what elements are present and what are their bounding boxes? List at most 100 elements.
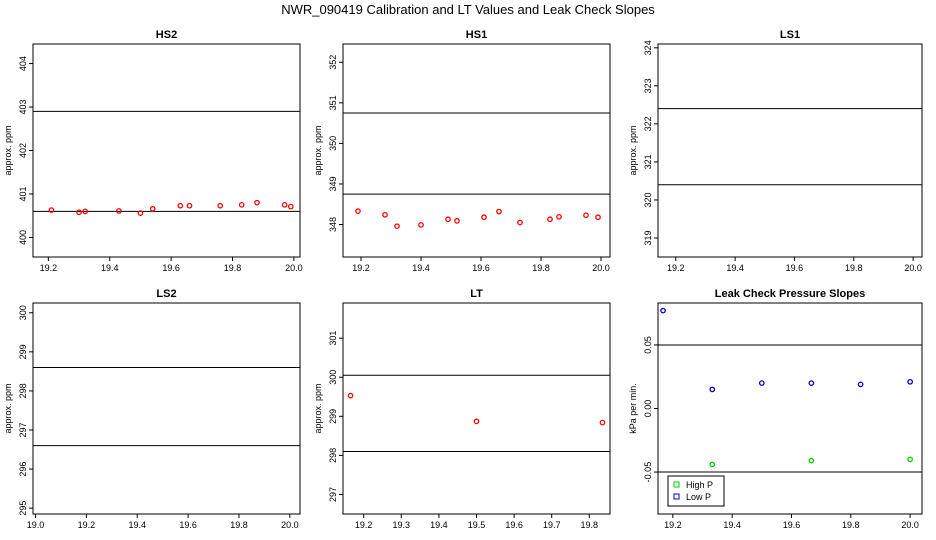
chart-panels: HS2 19.2 19.4 19.6 19.8 20.0 400 401 402 403 404 ap… (3, 29, 923, 530)
y-tick-label: 349 (328, 176, 338, 191)
x-tick-label: 19.6 (179, 520, 197, 530)
y-tick-label: 298 (328, 448, 338, 463)
y-tick-label: 323 (643, 78, 653, 93)
legend-marker (673, 481, 680, 488)
y-tick-label: -0.05 (643, 462, 653, 483)
y-tick-label: 348 (328, 217, 338, 232)
y-tick-label: 400 (18, 230, 28, 245)
y-tick-label: 299 (18, 344, 28, 359)
legend-marker (673, 493, 680, 500)
x-tick-label: 19.6 (783, 520, 801, 530)
x-tick-label: 19.8 (842, 520, 860, 530)
legend-box (667, 475, 725, 507)
data-point (709, 461, 716, 468)
x-tick-label: 19.3 (393, 520, 411, 530)
data-point (382, 211, 388, 218)
legend-label: Low P (686, 492, 711, 502)
panel-3: LS1 19.2 19.4 19.6 19.8 20.0 319 320 321 322 323 32… (628, 29, 923, 273)
y-tick-label: 295 (18, 501, 28, 516)
data-point (547, 216, 553, 223)
y-tick-label: 300 (18, 305, 28, 320)
x-tick-label: 19.8 (845, 263, 863, 273)
x-tick-label: 20.0 (281, 520, 299, 530)
data-point (473, 418, 480, 425)
data-point (186, 202, 193, 209)
y-tick-label: 351 (328, 95, 338, 110)
y-axis-label: approx. ppm (3, 125, 13, 175)
panel-6: Leak Check Pressure Slopes 19.2 19.4 19.6 19… (628, 288, 923, 530)
x-tick-label: 20.0 (285, 263, 303, 273)
panel-4: LS2 19.0 19.2 19.4 19.6 19.8 20.0 295 296 297 298 2… (3, 288, 301, 530)
plot-frame (342, 43, 611, 258)
data-point (137, 210, 144, 216)
y-axis-label: approx. ppm (313, 125, 323, 175)
x-tick-label: 19.2 (667, 263, 685, 273)
y-tick-label: 297 (18, 422, 28, 437)
y-tick-label: 404 (18, 56, 28, 71)
x-tick-label: 20.0 (901, 520, 919, 530)
x-tick-label: 19.8 (581, 520, 599, 530)
data-point (808, 380, 815, 386)
y-tick-label: 319 (643, 230, 653, 245)
data-point (418, 222, 424, 228)
data-point (177, 202, 184, 209)
y-tick-label: 298 (18, 383, 28, 398)
x-tick-label: 19.4 (723, 520, 741, 530)
x-tick-label: 19.6 (505, 520, 523, 530)
panel-1: HS2 19.2 19.4 19.6 19.8 20.0 400 401 402 403 404 ap… (3, 29, 303, 273)
panel-title: HS2 (156, 29, 177, 41)
panel-title: HS1 (466, 29, 487, 41)
data-point (808, 457, 815, 464)
x-tick-label: 19.8 (230, 520, 248, 530)
x-tick-label: 19.6 (162, 263, 180, 273)
panel-title: LT (470, 288, 483, 300)
y-tick-label: 321 (643, 154, 653, 169)
x-tick-label: 19.4 (128, 520, 146, 530)
y-tick-label: 402 (18, 143, 28, 158)
y-tick-label: 352 (328, 55, 338, 70)
data-point (287, 203, 294, 210)
x-tick-label: 19.6 (786, 263, 804, 273)
y-tick-label: 320 (643, 192, 653, 207)
panel-5: LT 19.2 19.3 19.4 19.5 19.6 19.7 19.8 297 298 299 3… (313, 288, 611, 530)
x-tick-label: 19.2 (78, 520, 96, 530)
x-tick-label: 19.5 (468, 520, 486, 530)
y-axis-label: kPa per min. (628, 383, 638, 434)
data-point (595, 214, 601, 221)
y-tick-label: 299 (328, 409, 338, 424)
x-tick-label: 20.0 (904, 263, 922, 273)
y-tick-label: 350 (328, 136, 338, 151)
x-tick-label: 19.8 (532, 263, 550, 273)
data-point (355, 208, 361, 215)
data-point (583, 212, 589, 219)
data-point (660, 307, 666, 314)
x-tick-label: 19.6 (472, 263, 490, 273)
data-point (517, 219, 523, 226)
main-title: NWR_090419 Calibration and LT Values and… (281, 2, 655, 17)
data-point (254, 199, 260, 206)
data-point (907, 378, 913, 385)
y-tick-label: 300 (328, 370, 338, 385)
y-axis-label: approx. ppm (3, 383, 13, 433)
y-tick-label: 0.05 (643, 336, 653, 354)
x-tick-label: 19.2 (40, 263, 58, 273)
panel-title: LS1 (780, 29, 800, 41)
x-tick-label: 19.2 (664, 520, 682, 530)
y-tick-label: 0.00 (643, 400, 653, 418)
y-tick-label: 301 (328, 331, 338, 346)
x-tick-label: 19.4 (430, 520, 448, 530)
data-point (907, 456, 913, 463)
data-point (599, 419, 606, 426)
y-tick-label: 296 (18, 462, 28, 477)
data-point (454, 218, 460, 224)
data-point (394, 223, 400, 230)
panel-title: Leak Check Pressure Slopes (715, 288, 865, 300)
x-tick-label: 19.8 (224, 263, 242, 273)
panel-2: HS1 19.2 19.4 19.6 19.8 20.0 348 349 350 351 352 ap… (313, 29, 611, 273)
data-point (48, 207, 55, 213)
data-point (445, 216, 451, 223)
y-tick-label: 297 (328, 487, 338, 502)
data-point (481, 214, 487, 221)
